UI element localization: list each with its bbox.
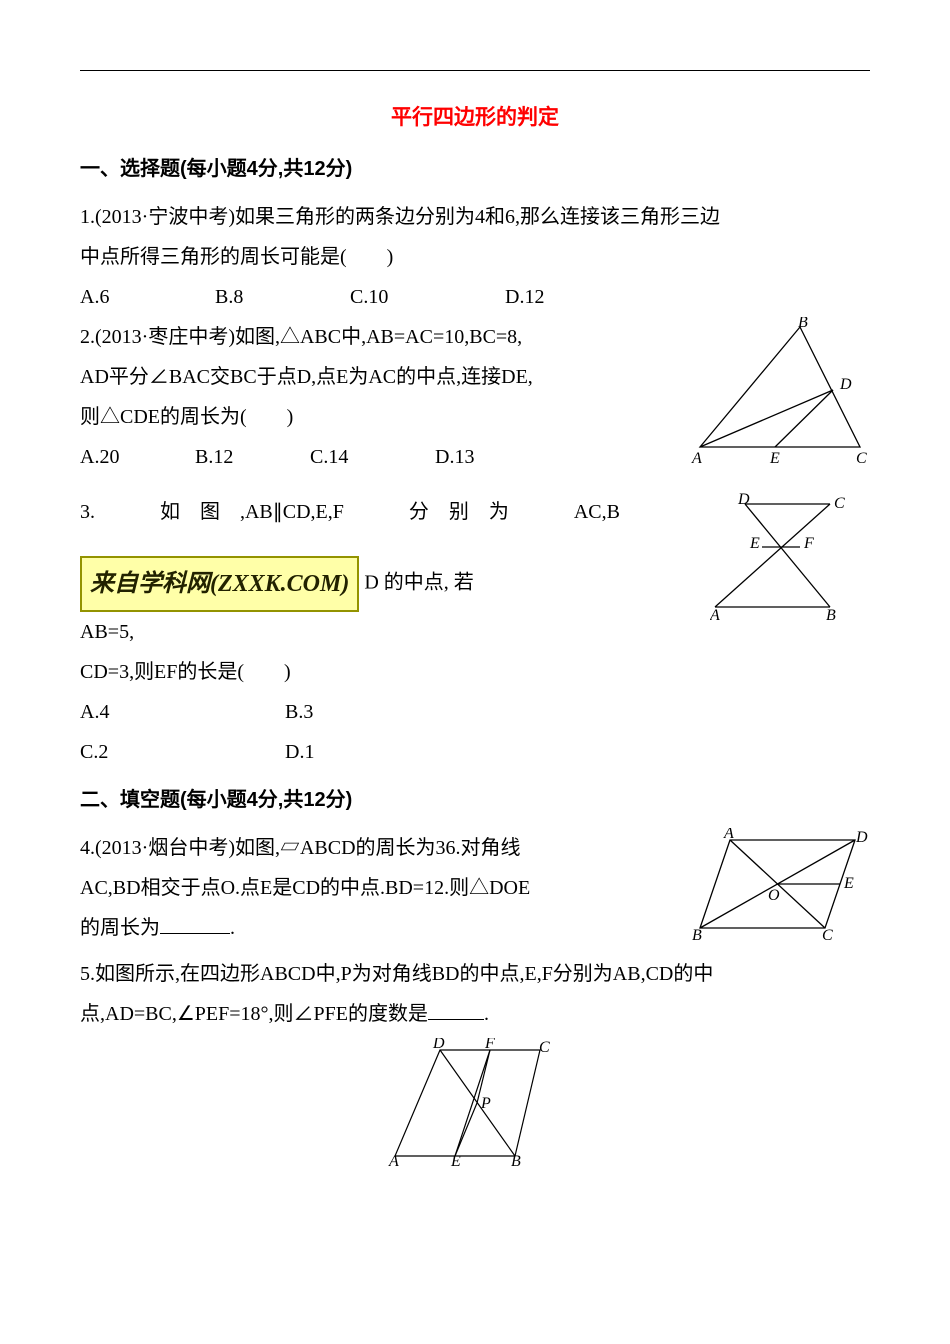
q1-line2: 中点所得三角形的周长可能是( ) (80, 237, 870, 277)
q4-label-O: O (768, 887, 780, 904)
q2-opt-b: B.12 (195, 437, 305, 477)
q1-opt-d: D.12 (505, 277, 544, 317)
q3-row1: 3. 如 图 ,AB∥CD,E,F 分 别 为 AC,B (80, 492, 620, 532)
q3-opt-c: C.2 (80, 732, 280, 772)
q3-opt-d: D.1 (285, 732, 314, 772)
q1-line1: 1.(2013·宁波中考)如果三角形的两条边分别为4和6,那么连接该三角形三边 (80, 197, 870, 237)
q4-figure: A D B C O E (690, 828, 870, 948)
q4-blank (160, 913, 230, 934)
q2-opt-c: C.14 (310, 437, 430, 477)
watermark-badge: 来自学科网(ZXXK.COM) (80, 556, 359, 612)
q3-row1-b: 如 图 ,AB∥CD,E,F (160, 492, 344, 532)
q2-label-C: C (856, 450, 867, 467)
q1-opt-b: B.8 (215, 277, 345, 317)
q2-opt-d: D.13 (435, 437, 474, 477)
q3-row1-d: AC,B (574, 492, 620, 532)
q3-after-wm: D 的中点, 若 (364, 572, 473, 594)
q2-label-B: B (798, 317, 808, 331)
q5-l2-post: . (484, 1003, 489, 1025)
section-1-header: 一、选择题(每小题4分,共12分) (80, 149, 870, 189)
q2-label-A: A (691, 450, 702, 467)
document-title: 平行四边形的判定 (80, 101, 870, 131)
q4-label-D: D (855, 829, 868, 846)
q4-label-E: E (843, 875, 854, 892)
q2-label-D: D (839, 376, 852, 393)
q3-line-cd: CD=3,则EF的长是( ) (80, 652, 870, 692)
q3-label-A: A (710, 607, 720, 622)
section-2-header: 二、填空题(每小题4分,共12分) (80, 780, 870, 820)
q4-label-A: A (723, 828, 734, 842)
q5-label-D: D (432, 1038, 445, 1052)
q5-line1: 5.如图所示,在四边形ABCD中,P为对角线BD的中点,E,F分别为AB,CD的… (80, 954, 870, 994)
q3-label-C: C (834, 495, 845, 512)
q3-label-B: B (826, 607, 836, 622)
q3-label-F: F (803, 535, 814, 552)
q3-row1-c: 分 别 为 (409, 492, 509, 532)
q5-label-B: B (511, 1153, 521, 1168)
q5-figure: A E B D F C P (80, 1038, 870, 1173)
q5-line2: 点,AD=BC,∠PEF=18°,则∠PFE的度数是. (80, 994, 870, 1034)
q5-label-P: P (480, 1095, 491, 1112)
q2-figure: B D A E C (690, 317, 870, 472)
q5-label-C: C (539, 1039, 550, 1056)
q2-opt-a: A.20 (80, 437, 190, 477)
q5-label-E: E (450, 1153, 461, 1168)
worksheet-page: 平行四边形的判定 一、选择题(每小题4分,共12分) 1.(2013·宁波中考)… (0, 0, 950, 1213)
q3-tail: AB=5, (80, 621, 134, 643)
q4-l3-pre: 的周长为 (80, 917, 160, 939)
spacer (80, 478, 870, 492)
q3-opt-a: A.4 (80, 692, 280, 732)
q3-figure: D C E F A B (710, 492, 870, 627)
q3-opt-b: B.3 (285, 692, 313, 732)
q3-row1-a: 3. (80, 492, 95, 532)
q3-label-D: D (737, 492, 750, 508)
q1-opt-a: A.6 (80, 277, 210, 317)
q3-options-row1: A.4 B.3 (80, 692, 870, 732)
q2-label-E: E (769, 450, 780, 467)
q4-label-C: C (822, 927, 833, 943)
q3-options-row2: C.2 D.1 (80, 732, 870, 772)
q4-l3-post: . (230, 917, 235, 939)
q5-blank (428, 999, 484, 1020)
q5-label-F: F (484, 1038, 495, 1052)
q5-label-A: A (388, 1153, 399, 1168)
q1-opt-c: C.10 (350, 277, 500, 317)
top-rule (80, 70, 870, 71)
q1-options: A.6 B.8 C.10 D.12 (80, 277, 870, 317)
q4-label-B: B (692, 927, 702, 943)
q5-l2-pre: 点,AD=BC,∠PEF=18°,则∠PFE的度数是 (80, 1003, 428, 1025)
q3-label-E: E (749, 535, 760, 552)
